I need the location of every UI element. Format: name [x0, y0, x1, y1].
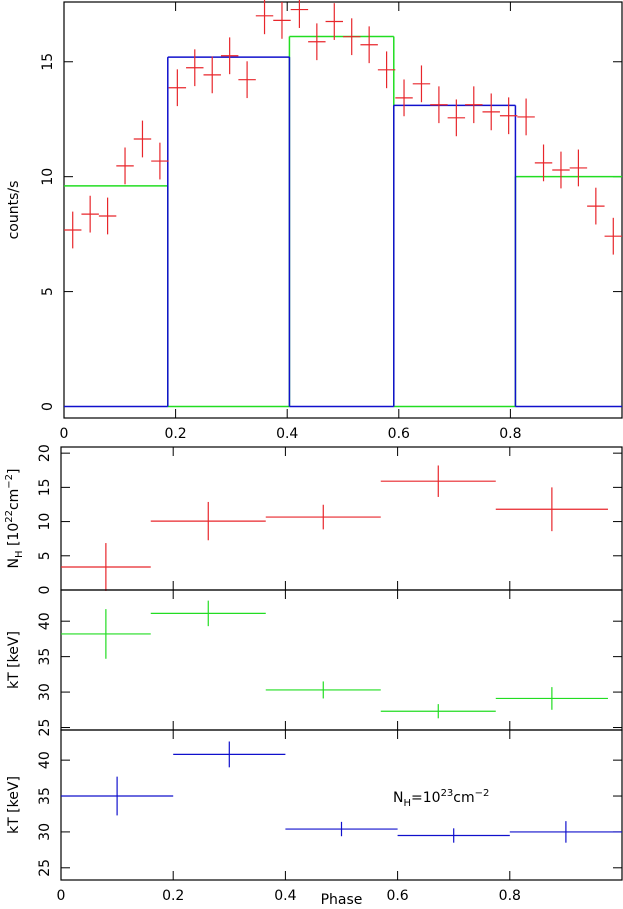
x-tick-label: 0.2	[164, 426, 186, 442]
plot-frame	[60, 446, 623, 591]
label-part: kT [keV]	[6, 631, 22, 689]
x-tick-label: 0.8	[499, 888, 521, 904]
y-axis-label: counts/s	[6, 181, 22, 240]
label-part: 23	[441, 788, 454, 799]
label-part: cm	[453, 790, 474, 806]
y-tick-label: 25	[37, 719, 53, 737]
y-tick-label: 20	[37, 444, 53, 462]
y-tick-label: 15	[37, 478, 53, 496]
x-tick-label: 0.4	[274, 888, 296, 904]
y-tick-label: 25	[37, 859, 53, 877]
label-part: N	[393, 790, 403, 806]
label-part: =10	[411, 790, 441, 806]
y-tick-label: 40	[37, 612, 53, 630]
label-part: H	[14, 551, 25, 559]
label-part: ]	[6, 468, 22, 473]
x-tick-label: 0.6	[388, 426, 410, 442]
x-tick-label: 0	[57, 888, 66, 904]
y-tick-label: 0	[40, 402, 56, 411]
label-part: 22	[4, 510, 15, 523]
y-tick-label: 5	[40, 287, 56, 296]
label-part: −2	[4, 474, 15, 489]
label-part: H	[403, 798, 411, 809]
y-tick-label: 35	[37, 648, 53, 666]
label-part: counts/s	[6, 181, 22, 240]
y-axis-label: kT [keV]	[6, 631, 22, 689]
x-tick-label: 0.6	[386, 888, 408, 904]
label-part: kT [keV]	[6, 776, 22, 834]
plot-frame	[60, 729, 623, 881]
y-tick-label: 35	[37, 787, 53, 805]
x-tick-label: 0.8	[499, 426, 521, 442]
y-axis-label: NH [1022cm−2]	[4, 468, 25, 568]
x-tick-label: 0.4	[276, 426, 298, 442]
x-tick-label: 0	[60, 426, 69, 442]
y-tick-label: 10	[40, 168, 56, 186]
annotation: NH=1023cm−2	[393, 788, 489, 809]
y-tick-label: 0	[37, 586, 53, 595]
y-tick-label: 15	[40, 53, 56, 71]
y-tick-label: 5	[37, 551, 53, 560]
y-tick-label: 10	[37, 513, 53, 531]
y-tick-label: 40	[37, 751, 53, 769]
label-part: [10	[6, 523, 22, 551]
label-part: −2	[475, 788, 490, 799]
label-part: N	[6, 558, 22, 568]
x-axis-label: Phase	[321, 892, 363, 908]
y-axis-label: kT [keV]	[6, 776, 22, 834]
label-part: cm	[6, 489, 22, 510]
plot-frame	[60, 589, 623, 731]
x-tick-label: 0.2	[162, 888, 184, 904]
plot-frame	[63, 1, 623, 419]
y-tick-label: 30	[37, 823, 53, 841]
y-tick-label: 30	[37, 683, 53, 701]
